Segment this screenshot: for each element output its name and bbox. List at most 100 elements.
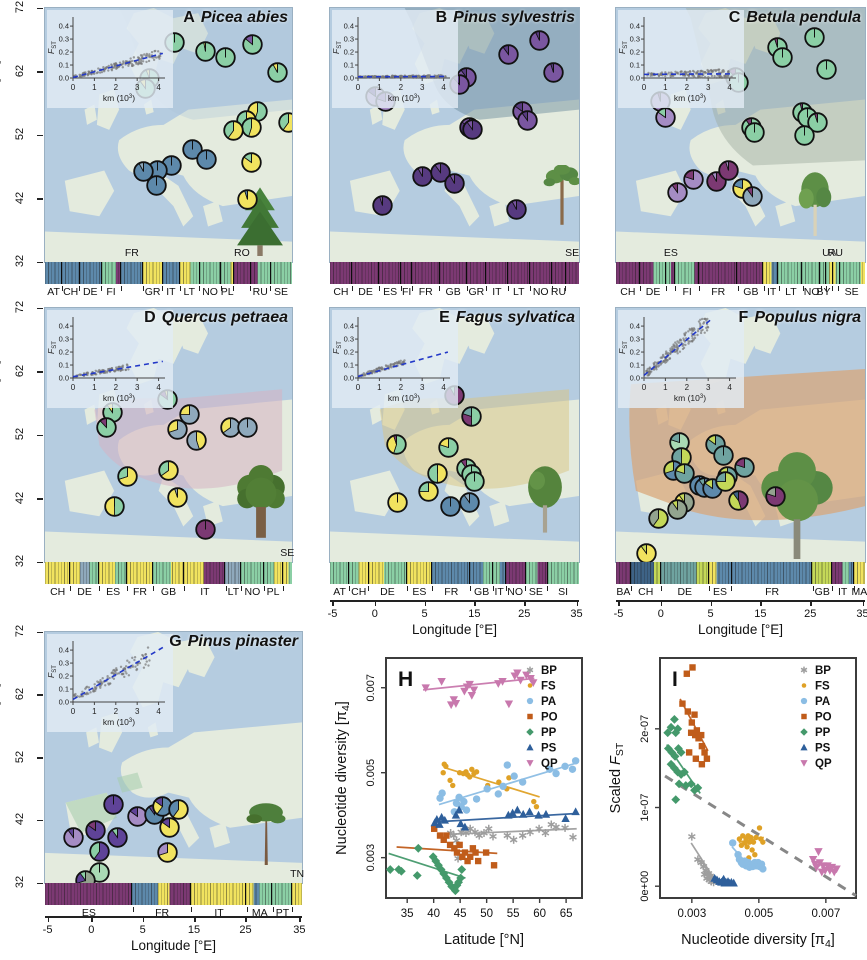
pie <box>437 436 460 464</box>
admixture-segment-CH <box>45 562 70 584</box>
admixture-country-labels: AT CH DE ES FR GB IT NO SE SI <box>330 586 579 600</box>
population-pie-chart <box>529 29 551 51</box>
pie <box>516 109 539 137</box>
population-pie-chart <box>132 160 154 182</box>
pie <box>84 819 107 847</box>
fst-distance-inset-plot: 0 1 2 3 4 0.4 0.3 0.2 0.1 0.0 km (103) FST <box>618 10 744 108</box>
species-name: Fagus sylvatica <box>455 309 575 326</box>
inset-x-axis-label: km (103) <box>103 393 135 403</box>
admixture-segment-LT <box>223 562 241 584</box>
admixture-segment-DE <box>69 562 98 584</box>
admixture-segment-FI <box>100 262 121 284</box>
admixture-segment-DE <box>78 262 101 284</box>
admixture-segment-FR <box>411 262 439 284</box>
pie <box>666 181 689 209</box>
population-pie-chart <box>674 462 696 484</box>
pine-tree-icon <box>543 165 579 226</box>
population-pie-chart <box>219 417 241 439</box>
panel-b: 0 1 2 3 4 0.4 0.3 0.2 0.1 0.0 km (103) FST B Pinus sy… <box>329 7 580 302</box>
country-label-FR: FR <box>444 586 459 598</box>
pie <box>116 465 139 493</box>
admixture-segment-MA <box>853 562 865 584</box>
pie <box>741 185 764 213</box>
pie <box>673 462 696 490</box>
pie <box>241 33 264 61</box>
admixture-segment-RU <box>550 262 565 284</box>
admixture-segment-LT <box>777 262 801 284</box>
inset-y-tick: 0.4 <box>344 22 354 31</box>
inset-x-tick: 2 <box>399 383 404 392</box>
latitude-tick: 42 <box>14 491 26 504</box>
country-label-CH: CH <box>638 586 654 598</box>
country-label-RO: RO <box>233 247 250 259</box>
longitude-tick: 0 <box>657 608 664 620</box>
admixture-segment-MA <box>244 883 272 905</box>
pie <box>682 168 705 196</box>
country-label-GB: GB <box>814 586 830 598</box>
x-tick: 40 <box>427 908 440 920</box>
x-tick: 0.007 <box>811 908 840 920</box>
oak-tree-icon <box>236 465 285 539</box>
population-pie-chart <box>195 149 217 171</box>
inset-y-tick: 0.2 <box>630 48 640 57</box>
panel-c: 0 1 2 3 4 0.4 0.3 0.2 0.1 0.0 km (103) FST C Betula p… <box>615 7 866 302</box>
pie <box>733 456 756 484</box>
country-label-FR: FR <box>418 286 433 298</box>
pie <box>443 172 466 200</box>
pie <box>717 159 740 187</box>
latitude-tick: 52 <box>14 750 26 763</box>
admixture-segment-IT <box>183 562 224 584</box>
admixture-bar <box>616 262 865 284</box>
pie <box>74 869 97 883</box>
country-label-ES: ES <box>713 586 728 598</box>
population-pie-chart <box>236 416 258 438</box>
pie <box>666 498 689 526</box>
inset-y-tick: 0.4 <box>630 322 640 331</box>
panel-letter: A <box>183 9 195 26</box>
pie <box>156 841 179 869</box>
population-pie-chart <box>194 519 216 541</box>
country-label-SI: SI <box>558 586 568 598</box>
country-label-IT: IT <box>838 586 848 598</box>
population-pie-chart <box>462 119 484 141</box>
inset-y-axis-label: FST <box>332 41 343 54</box>
population-pie-chart <box>104 496 126 518</box>
pie <box>95 416 118 444</box>
pie <box>277 111 292 139</box>
inset-y-tick: 0.1 <box>630 61 640 70</box>
admixture-segment-TN <box>291 883 302 905</box>
inset-x-tick: 1 <box>663 83 668 92</box>
country-label-IT: IT <box>214 907 224 919</box>
pie <box>764 485 787 513</box>
inset-y-tick: 0.0 <box>344 374 354 383</box>
longitude-tick: 25 <box>518 608 531 620</box>
inset-x-tick: 2 <box>399 83 404 92</box>
population-pie-chart <box>807 111 829 133</box>
country-label-SE: SE <box>844 286 859 298</box>
population-pie-chart <box>705 171 727 193</box>
scatter-plot-h: 35 40 45 50 55 60 65 0.003 0.005 0.007 Latitude [°… <box>334 657 583 948</box>
pie <box>236 188 259 216</box>
inset-x-tick: 0 <box>642 83 647 92</box>
map-area: 0 1 2 3 4 0.4 0.3 0.2 0.1 0.0 km (103) FST D Quercus … <box>44 307 293 563</box>
population-pie-chart <box>666 499 688 521</box>
legend-label-PP: PP <box>541 727 557 739</box>
population-pie-chart <box>714 471 736 493</box>
population-pie-chart <box>444 172 466 194</box>
population-pie-chart <box>223 120 245 142</box>
admixture-bar <box>330 562 579 584</box>
inset-x-tick: 2 <box>685 83 690 92</box>
admixture-segment-AT <box>330 562 349 584</box>
pie <box>166 418 189 446</box>
population-pie-chart <box>236 188 258 210</box>
inset-x-axis-label: km (103) <box>388 93 420 103</box>
inset-y-tick: 0.3 <box>344 335 354 344</box>
panel-title: D Quercus petraea <box>144 309 288 327</box>
fst-distance-inset-plot: 0 1 2 3 4 0.4 0.3 0.2 0.1 0.0 km (103) FST <box>332 10 458 108</box>
pie <box>126 805 149 833</box>
y-tick: 0e+00 <box>639 871 651 902</box>
inset-x-tick: 3 <box>420 383 425 392</box>
panel-e: 0 1 2 3 4 0.4 0.3 0.2 0.1 0.0 km (103) FST E Fagus sy… <box>329 307 580 602</box>
admixture-segment-DE <box>638 262 665 284</box>
inset-x-tick: 1 <box>663 383 668 392</box>
